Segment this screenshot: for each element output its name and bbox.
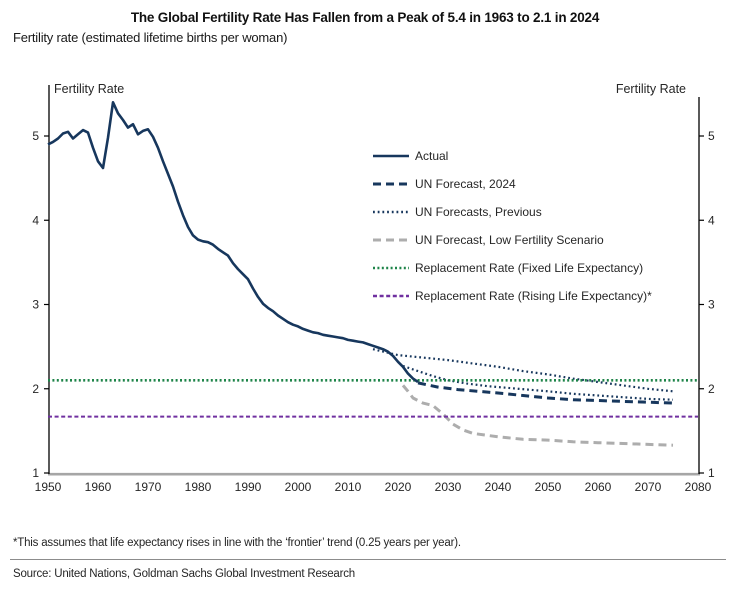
purple-dashed-line-swatch-icon bbox=[373, 294, 409, 298]
dotted-line-swatch-icon bbox=[373, 210, 409, 214]
svg-text:3: 3 bbox=[32, 298, 39, 312]
gray-dashed-line-swatch-icon bbox=[373, 238, 409, 242]
chart-footnote: *This assumes that life expectancy rises… bbox=[13, 537, 461, 549]
dashed-line-swatch-icon bbox=[373, 182, 409, 186]
chart-source: Source: United Nations, Goldman Sachs Gl… bbox=[13, 568, 355, 580]
legend-item-replacement-fixed: Replacement Rate (Fixed Life Expectancy) bbox=[372, 254, 652, 282]
series-un-forecast-2024 bbox=[417, 381, 674, 405]
chart-title: The Global Fertility Rate Has Fallen fro… bbox=[130, 10, 600, 25]
svg-text:1970: 1970 bbox=[135, 480, 162, 494]
svg-text:1: 1 bbox=[32, 466, 39, 480]
legend-label: Replacement Rate (Fixed Life Expectancy) bbox=[415, 261, 644, 275]
legend-item-un-forecast-2024: UN Forecast, 2024 bbox=[372, 170, 652, 198]
footer-divider bbox=[10, 559, 726, 560]
svg-text:4: 4 bbox=[708, 213, 715, 227]
svg-text:2050: 2050 bbox=[535, 480, 562, 494]
actual-line-swatch-icon bbox=[373, 154, 409, 158]
svg-text:1980: 1980 bbox=[185, 480, 212, 494]
svg-text:5: 5 bbox=[708, 129, 715, 143]
chart-legend: Actual UN Forecast, 2024 UN Forecasts, P… bbox=[372, 142, 652, 310]
y-axis-label-right: Fertility Rate bbox=[615, 82, 686, 96]
y-axis-label-left: Fertility Rate bbox=[54, 82, 125, 96]
svg-text:2020: 2020 bbox=[385, 480, 412, 494]
svg-text:2080: 2080 bbox=[685, 480, 712, 494]
series-actual bbox=[47, 101, 419, 384]
svg-text:1: 1 bbox=[708, 466, 715, 480]
series-un-forecast-low bbox=[401, 384, 674, 447]
svg-text:2040: 2040 bbox=[485, 480, 512, 494]
legend-item-actual: Actual bbox=[372, 142, 652, 170]
svg-text:2070: 2070 bbox=[635, 480, 662, 494]
svg-text:2060: 2060 bbox=[585, 480, 612, 494]
legend-label: Replacement Rate (Rising Life Expectancy… bbox=[415, 289, 652, 303]
svg-text:1950: 1950 bbox=[35, 480, 62, 494]
series-un-forecasts-previous-2 bbox=[402, 364, 674, 401]
series-un-forecasts-previous bbox=[372, 348, 674, 393]
svg-text:5: 5 bbox=[32, 129, 39, 143]
legend-item-un-forecasts-previous: UN Forecasts, Previous bbox=[372, 198, 652, 226]
svg-text:2030: 2030 bbox=[435, 480, 462, 494]
legend-label: UN Forecast, Low Fertility Scenario bbox=[415, 233, 604, 247]
legend-item-un-forecast-low: UN Forecast, Low Fertility Scenario bbox=[372, 226, 652, 254]
svg-text:2: 2 bbox=[708, 382, 715, 396]
svg-text:2000: 2000 bbox=[285, 480, 312, 494]
legend-label: UN Forecast, 2024 bbox=[415, 177, 516, 191]
svg-text:1990: 1990 bbox=[235, 480, 262, 494]
chart-subtitle: Fertility rate (estimated lifetime birth… bbox=[13, 30, 288, 45]
svg-text:4: 4 bbox=[32, 213, 39, 227]
legend-label: UN Forecasts, Previous bbox=[415, 205, 542, 219]
svg-text:1960: 1960 bbox=[85, 480, 112, 494]
svg-text:2: 2 bbox=[32, 382, 39, 396]
legend-label: Actual bbox=[415, 149, 449, 163]
green-dotted-line-swatch-icon bbox=[373, 266, 409, 270]
legend-item-replacement-rising: Replacement Rate (Rising Life Expectancy… bbox=[372, 282, 652, 310]
svg-text:2010: 2010 bbox=[335, 480, 362, 494]
svg-text:3: 3 bbox=[708, 298, 715, 312]
